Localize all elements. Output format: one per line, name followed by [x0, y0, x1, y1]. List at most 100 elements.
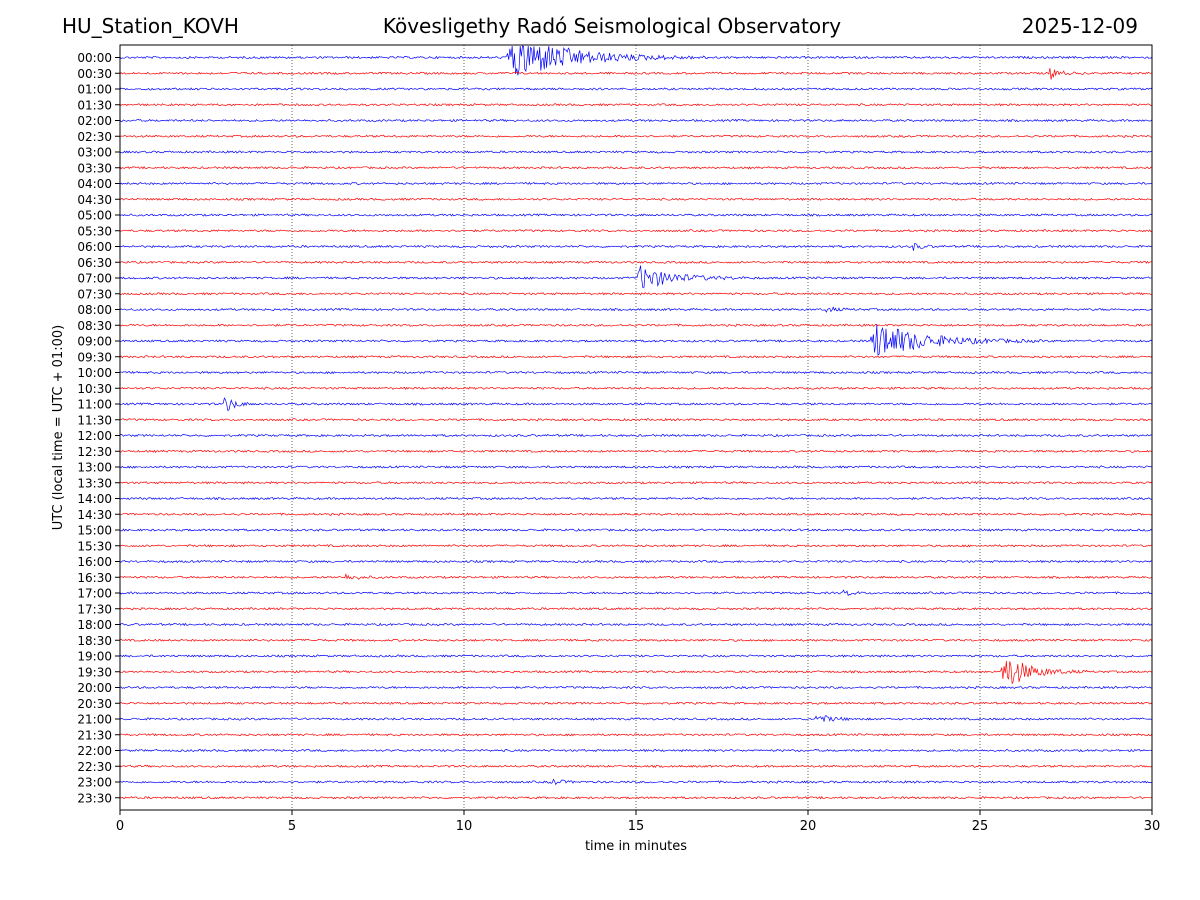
y-tick-label: 12:00 [77, 429, 112, 443]
y-tick-label: 21:00 [77, 713, 112, 727]
trace-06-00 [119, 243, 1153, 251]
trace-02-30 [119, 134, 1152, 138]
y-tick-label: 00:30 [77, 67, 112, 81]
y-tick-label: 18:00 [77, 618, 112, 632]
trace-07-30 [119, 292, 1153, 296]
trace-06-30 [119, 260, 1153, 264]
trace-01-30 [119, 103, 1153, 107]
trace-05-00 [119, 213, 1153, 217]
trace-04-00 [119, 181, 1153, 186]
trace-22-00 [119, 748, 1153, 753]
trace-16-30 [119, 572, 1153, 580]
y-tick-label: 21:30 [77, 728, 112, 742]
y-tick-label: 17:30 [77, 602, 112, 616]
x-tick-label: 10 [456, 819, 473, 834]
chart-title: Kövesligethy Radó Seismological Observat… [382, 14, 842, 38]
y-tick-label: 03:00 [77, 146, 112, 160]
chart-date: 2025-12-09 [1021, 14, 1138, 38]
y-tick-label: 01:00 [77, 83, 112, 97]
trace-19-30 [119, 661, 1153, 684]
x-axis-label: time in minutes [585, 839, 687, 854]
trace-03-00 [119, 150, 1153, 154]
trace-15-30 [119, 543, 1153, 548]
trace-19-00 [119, 654, 1153, 658]
y-tick-label: 14:30 [77, 508, 112, 522]
x-tick-label: 5 [288, 819, 296, 834]
y-tick-label: 23:30 [77, 791, 112, 805]
trace-20-30 [119, 701, 1153, 705]
trace-17-30 [119, 606, 1153, 611]
y-tick-label: 14:00 [77, 492, 112, 506]
y-tick-label: 15:00 [77, 524, 112, 538]
trace-12-00 [119, 433, 1153, 438]
y-tick-label: 07:00 [77, 272, 112, 286]
trace-14-30 [119, 512, 1153, 516]
y-tick-label: 13:00 [77, 461, 112, 475]
trace-20-00 [119, 685, 1153, 690]
trace-21-00 [119, 715, 1153, 722]
trace-22-30 [119, 764, 1153, 769]
y-tick-label: 10:00 [77, 366, 112, 380]
y-tick-label: 08:00 [77, 303, 112, 317]
y-tick-label: 11:30 [77, 413, 112, 427]
trace-12-30 [119, 449, 1153, 453]
trace-series [119, 45, 1153, 800]
y-tick-label: 07:30 [77, 287, 112, 301]
y-tick-label: 23:00 [77, 776, 112, 790]
y-tick-label: 19:00 [77, 650, 112, 664]
trace-11-00 [119, 397, 1153, 411]
y-tick-label: 20:00 [77, 681, 112, 695]
trace-02-00 [119, 118, 1153, 123]
trace-01-00 [119, 87, 1153, 91]
y-tick-label: 09:00 [77, 335, 112, 349]
x-tick-label: 20 [800, 819, 817, 834]
trace-09-30 [119, 354, 1153, 359]
chart-header: HU_Station_KOVH Kövesligethy Radó Seismo… [0, 0, 1200, 44]
y-tick-label: 00:00 [77, 51, 112, 65]
y-tick-label: 01:30 [77, 98, 112, 112]
y-tick-label: 05:30 [77, 224, 112, 238]
trace-23-00 [119, 778, 1153, 786]
y-tick-label: 19:30 [77, 665, 112, 679]
x-axis-ticks: 0 5 10 15 20 25 30 [116, 810, 1160, 834]
trace-18-00 [119, 622, 1153, 627]
x-tick-label: 25 [972, 819, 989, 834]
trace-15-00 [119, 528, 1153, 532]
y-tick-label: 16:30 [77, 571, 112, 585]
trace-16-00 [119, 559, 1153, 564]
y-tick-label: 11:00 [77, 398, 112, 412]
y-tick-label: 04:30 [77, 193, 112, 207]
y-tick-label: 04:00 [77, 177, 112, 191]
x-tick-label: 30 [1144, 819, 1161, 834]
y-tick-label: 16:00 [77, 555, 112, 569]
trace-17-00 [119, 589, 1153, 596]
trace-10-30 [119, 386, 1153, 390]
y-tick-label: 12:30 [77, 445, 112, 459]
trace-05-30 [119, 228, 1153, 233]
y-tick-label: 09:30 [77, 350, 112, 364]
trace-14-00 [119, 496, 1153, 501]
trace-03-30 [119, 165, 1153, 170]
trace-18-30 [119, 638, 1153, 642]
x-tick-label: 0 [116, 819, 124, 834]
trace-23-30 [119, 795, 1153, 800]
station-name: HU_Station_KOVH [62, 14, 239, 38]
grid-lines [291, 45, 981, 810]
y-tick-label: 20:30 [77, 697, 112, 711]
x-tick-label: 15 [628, 819, 645, 834]
y-tick-label: 13:30 [77, 476, 112, 490]
y-tick-label: 22:30 [77, 760, 112, 774]
y-tick-label: 17:00 [77, 587, 112, 601]
trace-08-30 [119, 323, 1153, 327]
trace-09-00 [119, 324, 1153, 356]
y-tick-label: 22:00 [77, 744, 112, 758]
y-axis-label: UTC (local time = UTC + 01:00) [51, 325, 66, 530]
trace-13-00 [119, 465, 1153, 469]
trace-07-00 [119, 265, 1153, 289]
y-tick-label: 18:30 [77, 634, 112, 648]
y-tick-label: 03:30 [77, 161, 112, 175]
trace-08-00 [119, 306, 1153, 313]
trace-13-30 [119, 481, 1153, 485]
y-tick-label: 10:30 [77, 382, 112, 396]
